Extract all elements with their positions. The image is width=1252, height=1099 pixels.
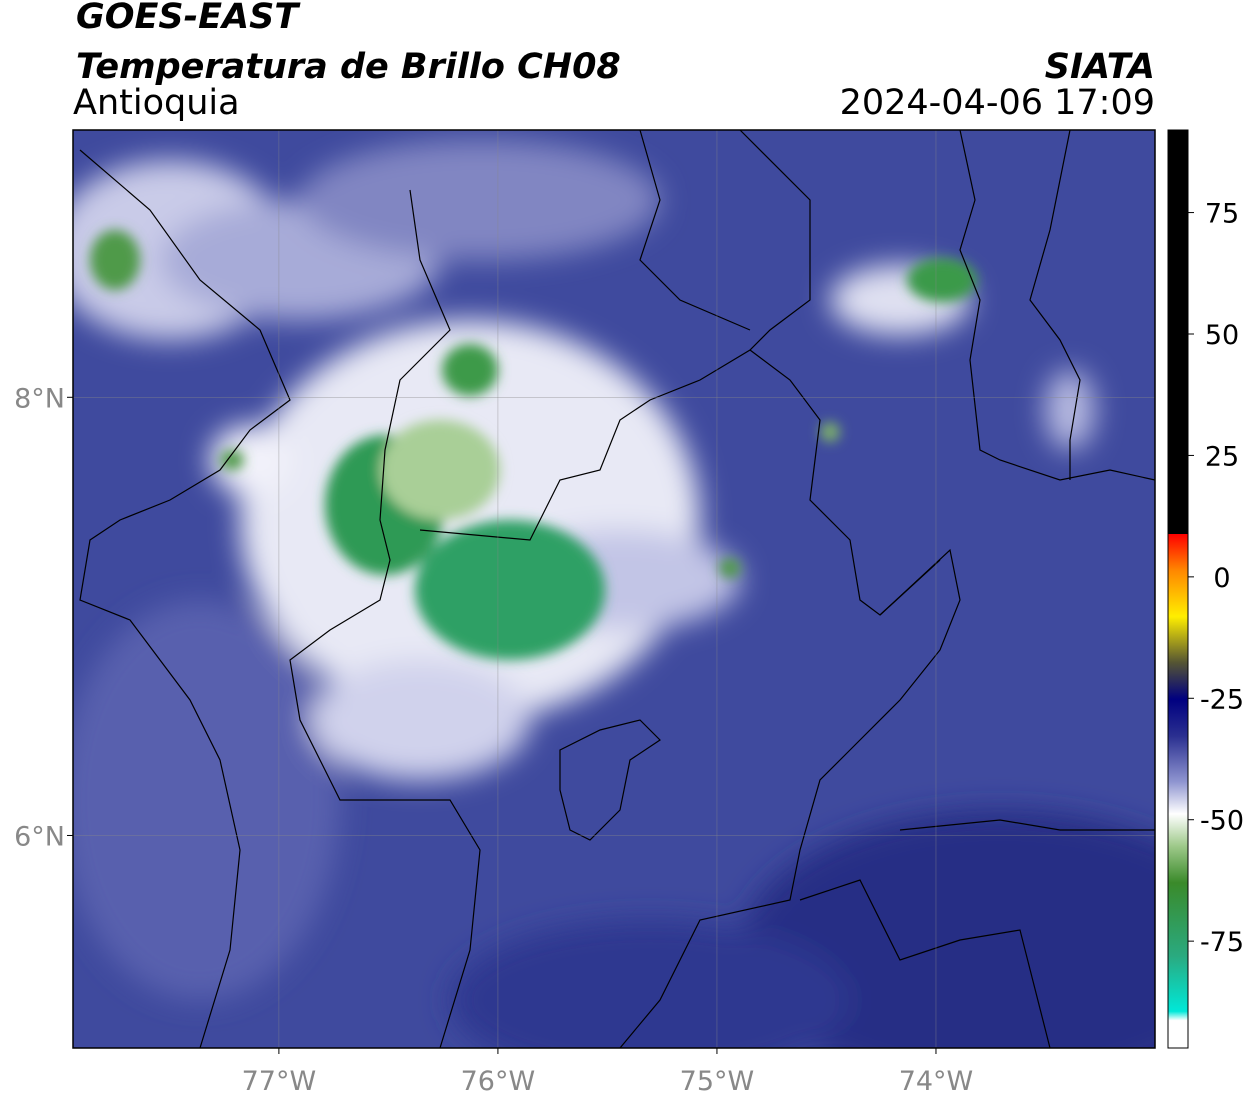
datetime: 2024-04-06 17:09	[840, 83, 1155, 123]
colorbar-tick-label: 75	[1205, 199, 1239, 230]
y-tick-label: 8°N	[14, 383, 65, 414]
x-tick-label: 74°W	[899, 1066, 974, 1097]
x-tick-label: 76°W	[461, 1066, 536, 1097]
title: GOES-EAST	[76, 0, 301, 37]
region: Antioquia	[73, 83, 240, 123]
colorbar-tick-label: 25	[1205, 441, 1239, 472]
x-tick-label: 77°W	[242, 1066, 317, 1097]
map-image	[73, 130, 1155, 1048]
source: SIATA	[1045, 47, 1155, 87]
colorbar-tick-label: 50	[1205, 320, 1239, 351]
colorbar-tick-label: -50	[1200, 806, 1244, 837]
map-frame	[72, 129, 1156, 1049]
colorbar-tick-label: 0	[1213, 563, 1230, 594]
subtitle: Temperatura de Brillo CH08	[76, 47, 621, 87]
colorbar	[1167, 129, 1189, 1049]
x-tick-label: 75°W	[680, 1066, 755, 1097]
y-tick-label: 6°N	[14, 821, 65, 852]
colorbar-tick-label: -25	[1200, 684, 1244, 715]
colorbar-tick-label: -75	[1200, 927, 1244, 958]
